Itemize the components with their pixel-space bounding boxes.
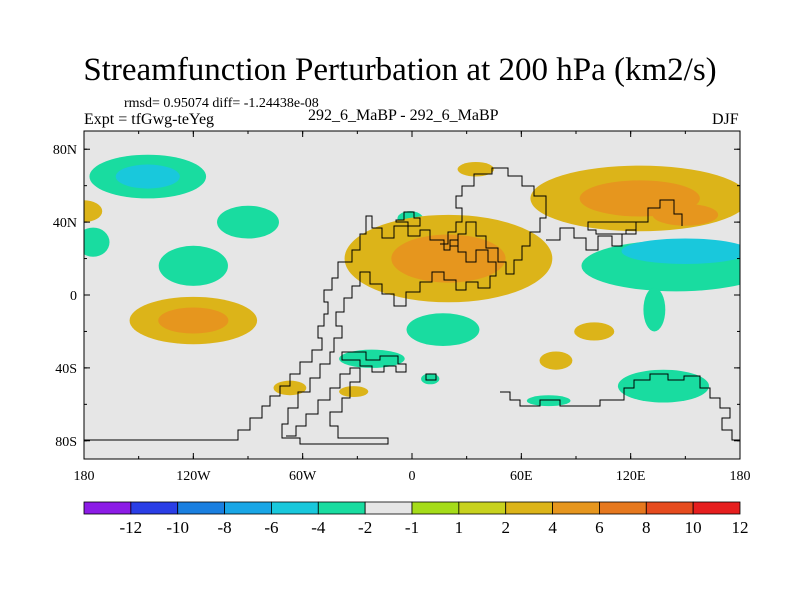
x-tick-label: 120E [616,469,646,484]
x-tick-label: 180 [730,469,751,484]
anomaly-region-15 [574,322,615,341]
colorbar-label: 10 [685,518,702,537]
colorbar-label: 1 [455,518,464,537]
x-axis: 180 120W 60W 0 60E 120E 180 [74,131,751,484]
anomaly-region-9 [406,313,480,347]
anomaly-region-12 [339,386,369,398]
coastline-africa [395,211,421,227]
anomaly-core-0 [115,164,180,189]
anomaly-core-5 [158,307,229,334]
coastline-south-bar [425,373,437,381]
coastline-south-island [341,351,407,373]
anomaly-region-19 [652,203,719,226]
colorbar-swatch [458,501,507,515]
chart-title: Streamfunction Perturbation at 200 hPa (… [83,52,717,88]
colorbar-label: 2 [501,518,510,537]
anomaly-region-21 [621,238,740,265]
anomaly-region-2 [84,227,110,257]
coastline-layer [84,167,740,445]
anomaly-region-4 [158,245,228,286]
colorbar-swatch [599,501,647,515]
coastline-eurasia [440,167,547,275]
anomaly-region-17 [617,369,710,403]
anomaly-region-7 [457,161,494,177]
colorbar-swatch [130,501,179,515]
anomaly-region-16 [526,395,571,407]
colorbar-label: -1 [405,518,419,537]
anomaly-region-14 [539,351,573,370]
anomaly-region-22 [643,287,666,332]
y-tick-label: 40N [53,216,77,231]
colorbar-label: 4 [548,518,557,537]
colorbar-label: -10 [166,518,189,537]
colorbar-label: -2 [358,518,372,537]
anomaly-core-8 [391,234,506,283]
x-tick-label: 120W [176,469,211,484]
colorbar-swatch [505,501,553,515]
anomaly-region-11 [421,373,440,385]
anomaly-region-3 [217,205,279,239]
coastline-ocean-north [587,221,637,235]
anomaly-field [84,154,740,407]
x-tick-label: 180 [74,469,95,484]
coastline-americas [84,215,497,445]
colorbar: -12 -10 -8 -6 -4 -2 -1 1 2 4 6 8 10 12 [83,501,749,537]
y-tick-label: 40S [55,362,77,377]
center-label: 292_6_MaBP - 292_6_MaBP [308,107,499,124]
colorbar-swatch [552,501,600,515]
y-tick-label: 80N [53,143,77,158]
x-tick-label: 60E [510,469,533,484]
colorbar-label: -8 [217,518,231,537]
colorbar-swatch [364,501,413,515]
colorbar-swatch [411,501,460,515]
colorbar-label: -4 [311,518,326,537]
y-tick-label: 80S [55,435,77,450]
x-tick-label: 0 [409,469,416,484]
y-tick-label: 0 [70,289,77,304]
colorbar-swatch [645,501,694,515]
colorbar-swatch [317,501,366,515]
colorbar-label: -6 [264,518,278,537]
colorbar-swatch [271,501,319,515]
experiment-label: Expt = tfGwg-teYeg [84,111,215,128]
colorbar-swatch [83,501,132,515]
anomaly-region-1 [84,200,103,223]
y-axis: 80N 40N 0 40S 80S [53,143,740,450]
coastline-antarctica [500,373,740,441]
colorbar-swatch [692,501,741,515]
stats-label: rmsd= 0.95074 diff= -1.24438e-08 [124,96,319,111]
anomaly-region-10 [339,349,405,368]
colorbar-swatch [177,501,225,515]
coastline-eurasia-east [546,199,683,251]
season-label: DJF [712,111,739,128]
x-tick-label: 60W [289,469,317,484]
colorbar-swatch [224,501,272,515]
colorbar-label: 8 [642,518,651,537]
colorbar-label: 6 [595,518,604,537]
colorbar-label: 12 [732,518,749,537]
colorbar-label: -12 [120,518,143,537]
